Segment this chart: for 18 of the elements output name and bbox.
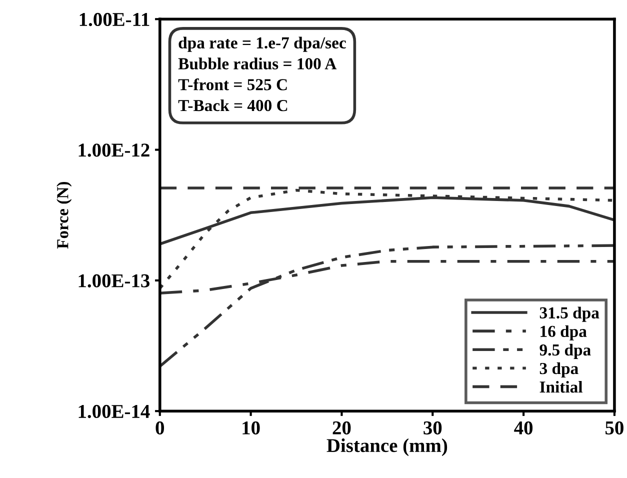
- x-tick-label: 40: [514, 421, 533, 434]
- legend-label: 3 dpa: [540, 362, 578, 378]
- legend-label: Initial: [540, 380, 583, 393]
- y-tick-label: 1.00E-14: [78, 404, 150, 418]
- x-tick-label: 0: [156, 421, 164, 434]
- legend-label: 16 dpa: [540, 325, 587, 340]
- y-tick-label: 1.00E-11: [80, 12, 150, 26]
- annotation: dpa rate = 1.e-7 dpa/sec Bubble radius = 100 A T-front = 525 C T-Back = 400 C: [178, 36, 346, 112]
- legend-label: 31.5 dpa: [540, 306, 600, 322]
- x-tick-label: 10: [242, 421, 260, 434]
- x-tick-label: 50: [606, 421, 624, 434]
- y-tick-label: 1.00E-13: [78, 274, 150, 288]
- x-tick-label: 30: [424, 421, 442, 434]
- legend-label: 9.5 dpa: [540, 344, 591, 359]
- x-axis-title: Distance (mm): [326, 438, 448, 456]
- y-axis-title: Force (N): [56, 182, 72, 249]
- x-tick-label: 20: [332, 421, 351, 434]
- y-tick-label: 1.00E-12: [78, 144, 150, 157]
